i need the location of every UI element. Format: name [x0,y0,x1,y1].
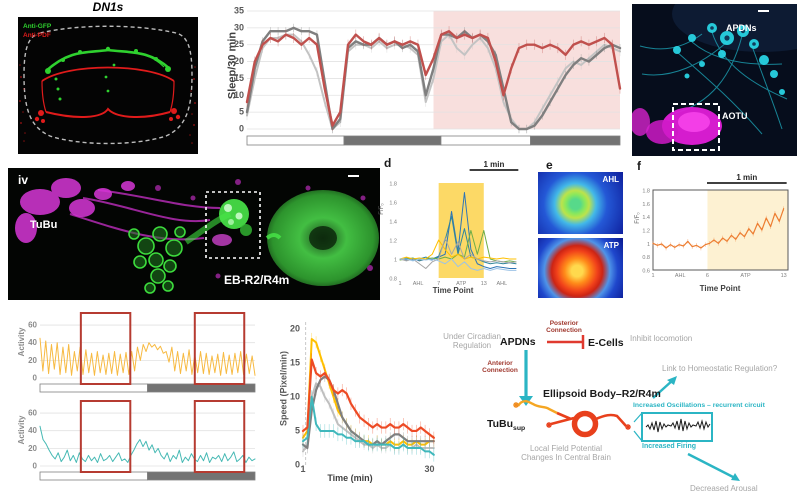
dn1s-micrograph [18,17,198,154]
svg-text:0.6: 0.6 [642,269,650,275]
svg-text:ATP: ATP [456,281,467,287]
svg-text:40: 40 [28,426,37,435]
panel-e-ahl-label: AHL [602,175,619,184]
svg-text:0.8: 0.8 [642,255,650,261]
panel-iv-letter: iv [18,173,29,187]
panel-e-atp-label: ATP [603,241,619,250]
svg-text:1: 1 [651,273,654,279]
svg-text:1.8: 1.8 [389,182,397,188]
svg-text:0: 0 [33,374,38,383]
svg-text:20: 20 [28,356,37,365]
apdns-micrograph [632,4,797,156]
svg-text:20: 20 [290,323,300,333]
eb-label: EB-R2/R4m [224,273,290,287]
diagram-ecells: E-Cells [588,337,624,349]
panel-e-ahl-image: AHL [538,172,623,234]
diagram-decreased-arousal: Decreased Arousal [690,484,758,493]
sleep-chart: 0 5 10 15 20 25 30 35 [234,6,622,146]
svg-text:1.2: 1.2 [642,229,650,235]
diagram-under-circadian: Under Circadian Regulation [443,332,501,351]
panel-f-letter: f [637,159,641,173]
svg-text:AHL: AHL [675,273,686,279]
panel-apdns: APDNs AOTU [632,4,797,156]
svg-text:1: 1 [647,242,650,248]
antibody-red-label: Anti-PDF [23,32,51,39]
spike-waveform [645,418,711,433]
aotu-label: AOTU [722,111,748,121]
panel-dn1s: DN1s [18,0,198,155]
panel-dn1s-title: DN1s [92,0,124,14]
diagram-posterior-connection: Posterior Connection [546,320,582,335]
svg-text:15: 15 [234,73,244,83]
svg-text:5: 5 [239,107,244,117]
svg-text:0.8: 0.8 [389,277,397,283]
svg-text:30: 30 [234,22,244,32]
tubu-eb-micrograph [8,168,380,300]
svg-text:0: 0 [33,462,38,471]
speed-xlabel: Time (min) [327,473,373,483]
svg-text:20: 20 [234,56,244,66]
svg-text:6: 6 [706,273,709,279]
svg-text:1.4: 1.4 [389,220,397,226]
svg-text:1: 1 [394,258,397,264]
panel-d-letter: d [384,156,392,170]
panel-e-letter: e [546,158,553,172]
svg-text:1 min: 1 min [484,160,505,169]
apdns-label: APDNs [726,23,757,33]
svg-text:1.8: 1.8 [642,189,650,195]
svg-text:35: 35 [234,6,244,16]
diagram-increased-oscillations: Increased Oscillations – recurrent circu… [633,402,765,409]
svg-text:60: 60 [28,321,37,330]
svg-text:1: 1 [300,464,305,474]
panel-e-atp-image: ATP [538,238,623,298]
diagram-tubu-sup: TuBusup [487,418,526,433]
svg-text:1.6: 1.6 [642,202,650,208]
svg-text:1.2: 1.2 [389,239,397,245]
activity-chart-orange: 0 20 40 60 [28,312,256,393]
svg-text:AHL: AHL [413,281,424,287]
diagram-increased-firing: Increased Firing [642,443,697,450]
svg-text:1.4: 1.4 [642,215,650,221]
svg-text:30: 30 [424,464,434,474]
diagram-anterior-connection: Anterior Connection [482,360,518,375]
diagram-apdns: APDNs [500,336,536,348]
diagram-link-homeostatic: Link to Homeostatic Regulation? [662,364,778,373]
svg-text:ATP: ATP [740,273,751,279]
svg-text:60: 60 [28,409,37,418]
speed-chart: 0 5 10 15 20 1 30 [290,322,435,474]
svg-text:13: 13 [481,281,487,287]
svg-text:40: 40 [28,338,37,347]
svg-text:20: 20 [28,444,37,453]
svg-text:AHL: AHL [496,281,507,287]
diagram-inhibit-locomotion: Inhibit locomotion [630,334,693,343]
svg-text:10: 10 [234,90,244,100]
svg-text:1 min: 1 min [736,173,757,182]
antibody-green-label: Anti-GFP [23,23,52,30]
svg-text:0: 0 [295,460,300,470]
svg-text:10: 10 [290,391,300,401]
svg-text:7: 7 [437,281,440,287]
diagram-lfp: Local Field Potential Changes In Central… [521,444,611,463]
svg-text:1.6: 1.6 [389,201,397,207]
svg-text:1: 1 [398,281,401,287]
activity-chart-cyan: 0 20 40 60 [28,400,256,481]
panel-f-chart: 0.6 0.8 1 1.2 1.4 1.6 1.8 1 AHL 6 ATP 13 1 min [642,173,789,279]
panel-d-xlabel: Time Point [432,286,474,295]
svg-text:13: 13 [781,273,787,279]
svg-text:0: 0 [239,124,244,134]
diagram-arrows [513,335,740,481]
svg-text:25: 25 [234,39,244,49]
svg-text:15: 15 [290,357,300,367]
svg-text:5: 5 [295,425,300,435]
panel-f-xlabel: Time Point [699,284,741,293]
panel-tubu-eb: iv TuBu EB-R2/R4m [8,168,380,300]
tubu-label: TuBu [30,219,58,231]
diagram-ellipsoid-body: Ellipsoid Body–R2/R4m [543,388,661,400]
